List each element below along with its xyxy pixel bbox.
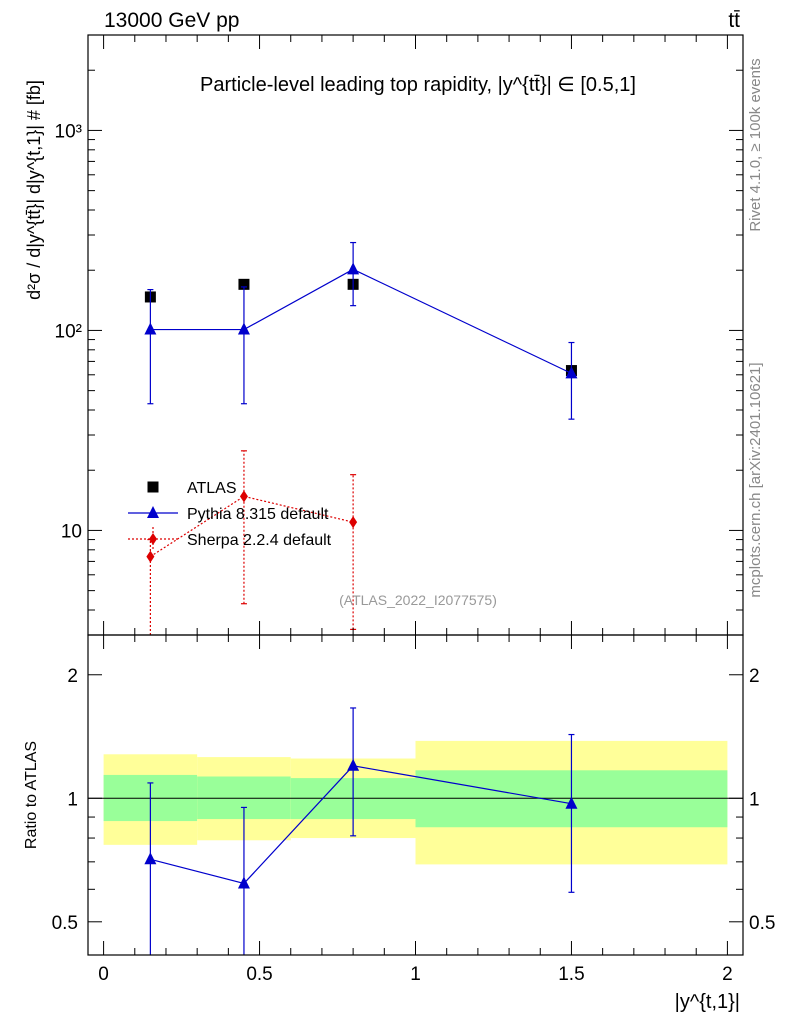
data-point-triangle	[347, 262, 360, 275]
data-point-diamond	[146, 550, 155, 563]
legend-entry-label: Sherpa 2.2.4 default	[187, 532, 332, 549]
data-point-triangle	[237, 322, 250, 335]
ratio-y-axis-label: Ratio to ATLAS	[23, 741, 40, 849]
main-data-marks	[144, 241, 578, 635]
header-process-label: tt̄	[728, 9, 740, 32]
data-point-square	[238, 278, 250, 290]
ratio-uncertainty-bands	[88, 740, 743, 865]
ratio-y-tick-label-right: 1	[749, 789, 760, 810]
plot-title: Particle-level leading top rapidity, |y^…	[200, 74, 636, 96]
ratio-y-tick-label-left: 0.5	[52, 913, 78, 934]
data-point-diamond	[239, 490, 248, 503]
ratio-axis-ticks: 0.5 0.5 1 1 2 2 0 0.5 1 1.5 2	[52, 635, 775, 985]
data-point-triangle	[144, 852, 157, 865]
ratio-data-marks	[144, 707, 578, 955]
series-line	[150, 268, 572, 374]
x-tick-label: 0	[98, 964, 109, 985]
data-point-triangle	[144, 322, 157, 335]
ratio-y-tick-label-right: 0.5	[749, 913, 775, 934]
data-point-diamond	[349, 516, 358, 529]
mcplots-source-label: mcplots.cern.ch [arXiv:2401.10621]	[747, 362, 764, 597]
x-tick-label: 2	[722, 964, 733, 985]
ratio-y-tick-label-left: 1	[67, 789, 78, 810]
ratio-panel: 0.5 0.5 1 1 2 2 0 0.5 1 1.5 2 Ratio to ATLAS |y^{t…	[23, 634, 775, 1013]
x-tick-label: 0.5	[246, 964, 272, 985]
legend-entry-label: Pythia 8.315 default	[187, 506, 329, 523]
series-line	[150, 495, 354, 558]
data-point-triangle	[237, 876, 250, 889]
ratio-y-tick-label-left: 2	[67, 666, 78, 687]
legend: ATLAS Pythia 8.315 default Sherpa 2.2.4 de…	[128, 480, 332, 551]
y-tick-label: 10²	[55, 321, 82, 342]
legend-sherpa-marker	[149, 533, 157, 545]
x-tick-label: 1.5	[558, 964, 584, 985]
main-panel: 10 10² 10³ Particle-level leading top rapi…	[24, 34, 744, 636]
legend-atlas-marker	[147, 481, 159, 493]
data-point-triangle	[565, 796, 578, 809]
y-tick-label: 10³	[55, 121, 82, 142]
series-line	[150, 765, 572, 885]
ratio-y-tick-label-right: 2	[749, 666, 760, 687]
data-point-triangle	[347, 758, 360, 771]
main-y-axis-label: d²σ / d|y^{tt̄}| d|y^{t,1}| # [fb]	[24, 80, 44, 300]
legend-entry-label: ATLAS	[187, 480, 237, 497]
x-axis-label: |y^{t,1}|	[675, 991, 740, 1013]
main-axis-ticks: 10 10² 10³	[55, 34, 743, 636]
data-point-triangle	[565, 366, 578, 379]
y-tick-label: 10	[61, 521, 82, 542]
analysis-watermark: (ATLAS_2022_I2077575)	[339, 592, 497, 608]
header-energy-label: 13000 GeV pp	[104, 9, 239, 32]
x-tick-label: 1	[410, 964, 421, 985]
legend-pythia-marker	[147, 506, 159, 518]
rivet-version-label: Rivet 4.1.0, ≥ 100k events	[747, 58, 764, 231]
